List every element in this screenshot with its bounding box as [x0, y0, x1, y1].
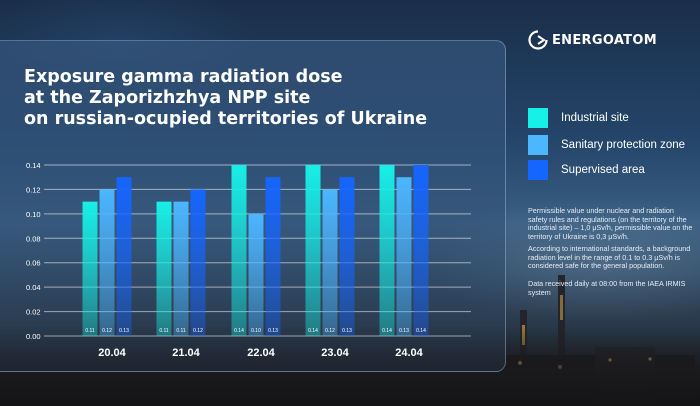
legend-item-industrial-site: Industrial site — [528, 108, 629, 128]
y-tick-label: 0.12 — [26, 185, 41, 194]
bar-value-label: 0.11 — [176, 328, 186, 334]
bar-value-label: 0.12 — [193, 328, 203, 334]
bar-value-label: 0.10 — [251, 328, 261, 334]
y-tick-label: 0.14 — [26, 161, 41, 170]
bar-value-label: 0.14 — [308, 328, 318, 334]
x-category-label: 23.04 — [321, 347, 349, 359]
bar — [82, 201, 98, 336]
note-international-standards: According to international standards, a … — [528, 245, 700, 271]
bar-value-label: 0.13 — [342, 328, 352, 334]
note-line: considered safe for the general populati… — [528, 261, 665, 271]
bar — [265, 177, 281, 336]
bar-value-label: 0.13 — [119, 328, 129, 334]
y-tick-label: 0.00 — [26, 332, 41, 341]
legend-swatch — [528, 135, 548, 155]
bar-value-label: 0.13 — [268, 328, 278, 334]
bar — [379, 165, 395, 336]
legend-item-sanitary-protection-zone: Sanitary protection zone — [528, 135, 685, 155]
bar — [156, 201, 172, 336]
bar — [413, 165, 429, 336]
bar — [99, 189, 115, 336]
bar-value-label: 0.11 — [159, 328, 169, 334]
note-line: safety rules and regulations (on the ter… — [528, 214, 687, 224]
note-line: territory of Ukraine is 0,3 μSv/h. — [528, 231, 629, 241]
brand-name: ENERGOATOM — [552, 32, 657, 48]
note-line: Permissible value under nuclear and radi… — [528, 207, 674, 215]
legend-label: Sanitary protection zone — [561, 139, 686, 151]
bar — [190, 189, 206, 336]
bar-value-label: 0.11 — [85, 328, 95, 334]
bar — [231, 165, 247, 336]
energoatom-logo-icon — [528, 30, 548, 50]
legend-swatch — [528, 160, 548, 180]
bar — [339, 177, 355, 336]
bar-value-label: 0.12 — [325, 328, 335, 334]
y-tick-label: 0.08 — [26, 234, 41, 243]
chart-title: Exposure gamma radiation dose at the Zap… — [24, 67, 428, 129]
x-category-label: 22.04 — [247, 347, 275, 359]
bar-chart: 0.00 0.02 0.04 0.06 0.08 0.10 0.12 0.14 0.11 0.12… — [26, 161, 471, 359]
note-line: According to international standards, a … — [528, 245, 691, 253]
bar — [322, 189, 338, 336]
bar — [248, 213, 264, 336]
bar-value-label: 0.14 — [382, 328, 392, 334]
y-tick-label: 0.06 — [26, 259, 41, 268]
legend-label: Supervised area — [561, 164, 645, 176]
x-category-label: 20.04 — [98, 347, 126, 359]
x-category-label: 24.04 — [395, 347, 423, 359]
note-line: industrial site) – 1,0 μSv/h, permissibl… — [528, 223, 693, 233]
note-permissible-value: Permissible value under nuclear and radi… — [528, 207, 700, 241]
note-line: system — [528, 287, 551, 297]
y-tick-label: 0.04 — [26, 283, 41, 292]
bar — [116, 177, 132, 336]
brand-logo: ENERGOATOM — [528, 29, 657, 51]
legend-label: Industrial site — [561, 112, 629, 124]
legend-swatch — [528, 108, 548, 128]
bar-value-label: 0.14 — [416, 328, 426, 334]
bar-value-label: 0.13 — [399, 328, 409, 334]
legend-item-supervised-area: Supervised area — [528, 160, 645, 180]
note-line: radiation level in the range of 0.1 to 0… — [528, 252, 680, 262]
note-data-source: Data received daily at 08:00 from the IA… — [528, 280, 700, 297]
x-category-label: 21.04 — [172, 347, 200, 359]
note-line: Data received daily at 08:00 from the IA… — [528, 280, 686, 288]
bar — [305, 165, 321, 336]
bar — [396, 177, 412, 336]
y-tick-label: 0.10 — [26, 210, 41, 219]
bar-value-label: 0.14 — [234, 328, 244, 334]
bar-value-label: 0.12 — [102, 328, 112, 334]
bar — [173, 201, 189, 336]
y-tick-label: 0.02 — [26, 308, 41, 317]
